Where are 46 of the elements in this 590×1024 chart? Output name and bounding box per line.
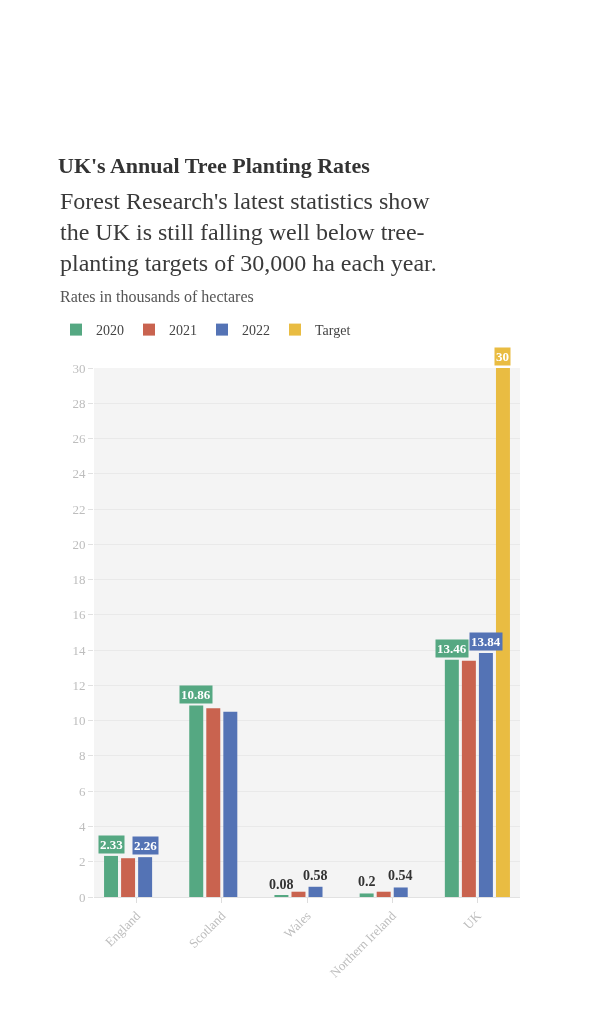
legend-label: 2020 [96, 323, 124, 339]
y-tick-label: 10 [72, 713, 86, 729]
legend-label: 2022 [242, 323, 270, 339]
y-tick-label: 0 [78, 889, 86, 905]
legend-label: Target [315, 323, 351, 339]
y-tick-label: 28 [72, 395, 86, 411]
bar [359, 893, 374, 897]
bar [444, 659, 459, 897]
bar [478, 652, 493, 897]
data-label: 10.86 [181, 687, 211, 702]
y-tick-label: 6 [78, 783, 86, 799]
bar [461, 660, 476, 897]
y-tick-label: 4 [78, 819, 86, 835]
y-tick-label: 22 [72, 501, 86, 517]
data-label: 0.58 [303, 868, 328, 883]
y-tick-label: 20 [72, 536, 86, 552]
bar [206, 708, 221, 897]
chart-subtitle: Forest Research's latest statistics show the UK is still falling well below tree-planting targets of 30,000 ha each year. [60, 188, 437, 277]
y-tick-label: 12 [72, 677, 86, 693]
data-label: 2.33 [100, 837, 124, 852]
y-tick-label: 24 [72, 466, 86, 482]
bar [376, 891, 391, 897]
bar [308, 886, 323, 897]
data-label: 0.2 [358, 874, 376, 889]
legend-label: 2021 [169, 323, 197, 339]
y-tick-label: 30 [72, 360, 86, 376]
y-tick-label: 16 [72, 607, 86, 623]
chart-title: UK's Annual Tree Planting Rates [58, 153, 371, 179]
bar [121, 858, 136, 897]
data-label: 0.54 [388, 868, 413, 883]
data-label: 2.26 [134, 838, 158, 853]
y-tick-label: 18 [72, 572, 86, 588]
bar [291, 891, 306, 897]
data-label: 0.08 [269, 877, 294, 892]
bar [189, 705, 204, 897]
data-label: 13.84 [471, 634, 501, 649]
y-tick-label: 8 [78, 748, 86, 764]
y-tick-label: 14 [72, 642, 86, 658]
bar [223, 711, 238, 897]
y-tick-label: 2 [78, 854, 86, 870]
x-tick-label: UK [460, 907, 485, 933]
text: Rates in thousands of hectares [60, 288, 254, 305]
y-tick-label: 26 [72, 431, 86, 447]
data-label: 13.46 [437, 641, 467, 656]
data-label: 30 [496, 349, 509, 364]
bar [393, 887, 408, 897]
